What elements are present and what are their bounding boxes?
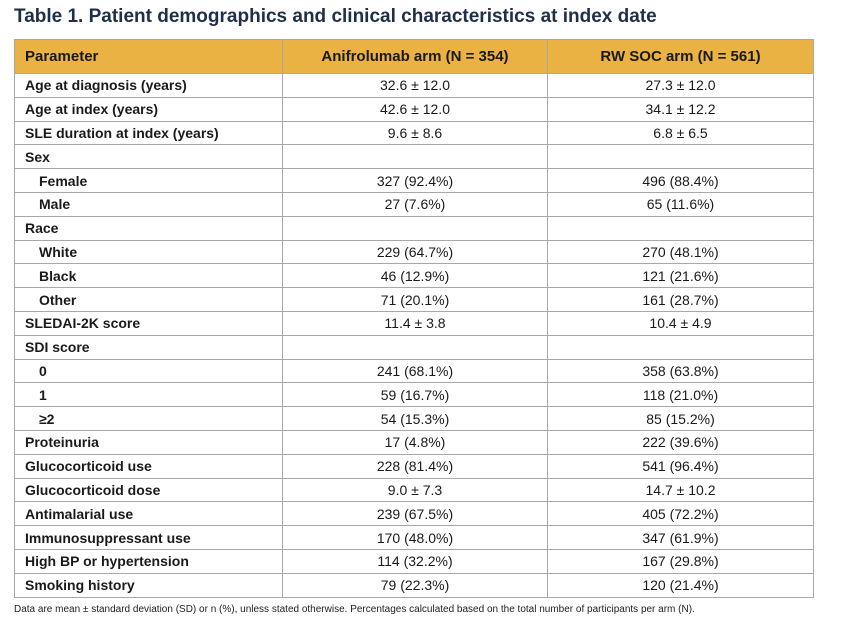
- section-row-sdi: SDI score: [14, 334, 814, 360]
- table-row: High BP or hypertension 114 (32.2%) 167 …: [14, 548, 814, 574]
- row-label: Glucocorticoid use: [14, 453, 283, 479]
- anifrolumab-value: 71 (20.1%): [282, 287, 548, 312]
- rw-soc-value: 222 (39.6%): [547, 429, 814, 455]
- anifrolumab-value: 229 (64.7%): [282, 239, 548, 265]
- anifrolumab-value: 9.6 ± 8.6: [282, 120, 548, 146]
- table-row: SLE duration at index (years) 9.6 ± 8.6 …: [14, 120, 814, 146]
- anifrolumab-value: 27 (7.6%): [282, 191, 548, 217]
- row-label: Race: [14, 215, 283, 241]
- anifrolumab-value: 239 (67.5%): [282, 501, 548, 527]
- anifrolumab-value: [282, 144, 548, 170]
- rw-soc-value: 405 (72.2%): [547, 501, 814, 527]
- table-row: Immunosuppressant use 170 (48.0%) 347 (6…: [14, 525, 814, 550]
- row-label: Sex: [14, 144, 283, 170]
- table-row: Smoking history 79 (22.3%) 120 (21.4%): [14, 572, 814, 598]
- rw-soc-value: [547, 144, 814, 170]
- header-anifrolumab-arm: Anifrolumab arm (N = 354): [282, 39, 548, 74]
- anifrolumab-value: [282, 215, 548, 241]
- rw-soc-value: 167 (29.8%): [547, 548, 814, 574]
- row-label: SLE duration at index (years): [14, 120, 283, 146]
- row-label: Antimalarial use: [14, 501, 283, 527]
- anifrolumab-value: 46 (12.9%): [282, 263, 548, 289]
- table-row: ≥2 54 (15.3%) 85 (15.2%): [14, 406, 814, 431]
- row-label: Age at diagnosis (years): [14, 73, 283, 98]
- anifrolumab-value: 9.0 ± 7.3: [282, 477, 548, 503]
- table-row: Age at index (years) 42.6 ± 12.0 34.1 ± …: [14, 96, 814, 122]
- row-label: Glucocorticoid dose: [14, 477, 283, 503]
- anifrolumab-value: 228 (81.4%): [282, 453, 548, 479]
- rw-soc-value: 118 (21.0%): [547, 382, 814, 408]
- row-label: Smoking history: [14, 572, 283, 598]
- rw-soc-value: 85 (15.2%): [547, 406, 814, 431]
- table-row: Other 71 (20.1%) 161 (28.7%): [14, 287, 814, 312]
- anifrolumab-value: 54 (15.3%): [282, 406, 548, 431]
- row-label: SDI score: [14, 334, 283, 360]
- row-label: 0: [14, 358, 283, 384]
- table-row: Proteinuria 17 (4.8%) 222 (39.6%): [14, 429, 814, 455]
- rw-soc-value: 541 (96.4%): [547, 453, 814, 479]
- row-label: Other: [14, 287, 283, 312]
- table-row: White 229 (64.7%) 270 (48.1%): [14, 239, 814, 265]
- row-label: Immunosuppressant use: [14, 525, 283, 550]
- rw-soc-value: 161 (28.7%): [547, 287, 814, 312]
- row-label: ≥2: [14, 406, 283, 431]
- anifrolumab-value: 79 (22.3%): [282, 572, 548, 598]
- anifrolumab-value: 114 (32.2%): [282, 548, 548, 574]
- anifrolumab-value: 17 (4.8%): [282, 429, 548, 455]
- section-row-race: Race: [14, 215, 814, 241]
- row-label: Female: [14, 168, 283, 193]
- table-row: Female 327 (92.4%) 496 (88.4%): [14, 168, 814, 193]
- table-row: Antimalarial use 239 (67.5%) 405 (72.2%): [14, 501, 814, 527]
- row-label: Black: [14, 263, 283, 289]
- table-row: Black 46 (12.9%) 121 (21.6%): [14, 263, 814, 289]
- rw-soc-value: 27.3 ± 12.0: [547, 73, 814, 98]
- rw-soc-value: 65 (11.6%): [547, 191, 814, 217]
- table-row: 1 59 (16.7%) 118 (21.0%): [14, 382, 814, 408]
- anifrolumab-value: 11.4 ± 3.8: [282, 310, 548, 336]
- table-row: Male 27 (7.6%) 65 (11.6%): [14, 191, 814, 217]
- table-title: Table 1. Patient demographics and clinic…: [14, 6, 657, 27]
- rw-soc-value: 120 (21.4%): [547, 572, 814, 598]
- rw-soc-value: [547, 215, 814, 241]
- rw-soc-value: 121 (21.6%): [547, 263, 814, 289]
- anifrolumab-value: 59 (16.7%): [282, 382, 548, 408]
- table-footnote: Data are mean ± standard deviation (SD) …: [14, 604, 695, 615]
- rw-soc-value: 34.1 ± 12.2: [547, 96, 814, 122]
- header-parameter: Parameter: [14, 39, 283, 74]
- row-label: Male: [14, 191, 283, 217]
- rw-soc-value: 10.4 ± 4.9: [547, 310, 814, 336]
- rw-soc-value: 496 (88.4%): [547, 168, 814, 193]
- anifrolumab-value: 170 (48.0%): [282, 525, 548, 550]
- rw-soc-value: 347 (61.9%): [547, 525, 814, 550]
- row-label: Age at index (years): [14, 96, 283, 122]
- anifrolumab-value: 327 (92.4%): [282, 168, 548, 193]
- row-label: High BP or hypertension: [14, 548, 283, 574]
- row-label: SLEDAI-2K score: [14, 310, 283, 336]
- header-row: Parameter Anifrolumab arm (N = 354) RW S…: [14, 39, 814, 74]
- table-row: 0 241 (68.1%) 358 (63.8%): [14, 358, 814, 384]
- row-label: Proteinuria: [14, 429, 283, 455]
- table-row: Glucocorticoid use 228 (81.4%) 541 (96.4…: [14, 453, 814, 479]
- header-rw-soc-arm: RW SOC arm (N = 561): [547, 39, 814, 74]
- rw-soc-value: 14.7 ± 10.2: [547, 477, 814, 503]
- anifrolumab-value: [282, 334, 548, 360]
- anifrolumab-value: 32.6 ± 12.0: [282, 73, 548, 98]
- rw-soc-value: 6.8 ± 6.5: [547, 120, 814, 146]
- row-label: White: [14, 239, 283, 265]
- rw-soc-value: [547, 334, 814, 360]
- table-row: Age at diagnosis (years) 32.6 ± 12.0 27.…: [14, 73, 814, 98]
- anifrolumab-value: 42.6 ± 12.0: [282, 96, 548, 122]
- section-row-sex: Sex: [14, 144, 814, 170]
- demographics-table: Parameter Anifrolumab arm (N = 354) RW S…: [14, 39, 814, 598]
- rw-soc-value: 358 (63.8%): [547, 358, 814, 384]
- table-row: SLEDAI-2K score 11.4 ± 3.8 10.4 ± 4.9: [14, 310, 814, 336]
- row-label: 1: [14, 382, 283, 408]
- rw-soc-value: 270 (48.1%): [547, 239, 814, 265]
- anifrolumab-value: 241 (68.1%): [282, 358, 548, 384]
- table-row: Glucocorticoid dose 9.0 ± 7.3 14.7 ± 10.…: [14, 477, 814, 503]
